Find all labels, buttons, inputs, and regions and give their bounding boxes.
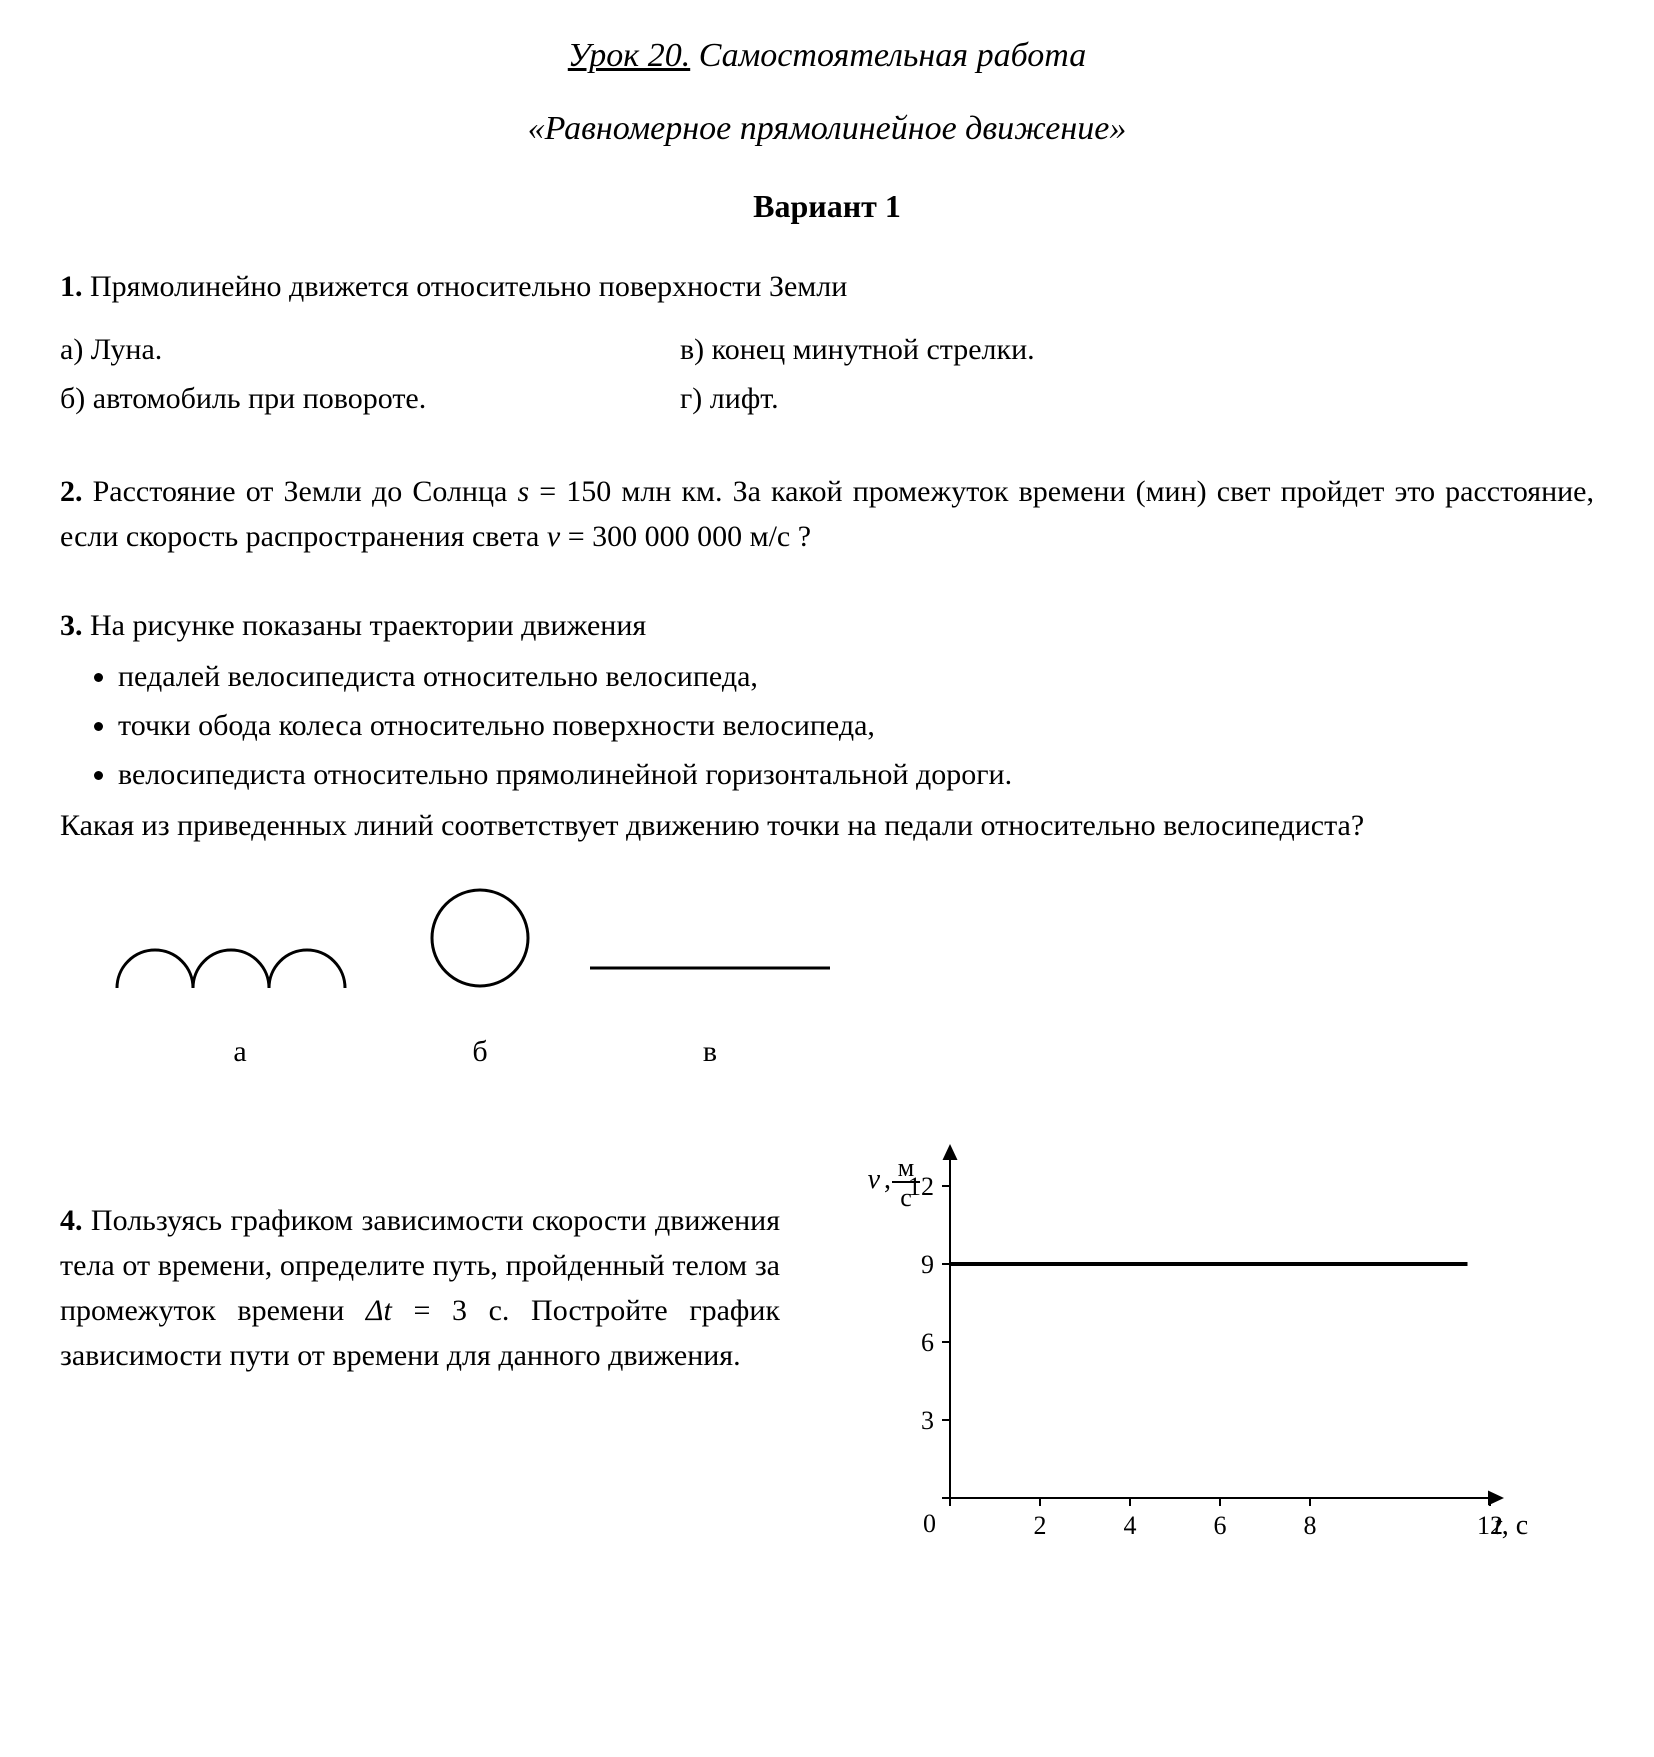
svg-text:4: 4	[1124, 1511, 1137, 1540]
choice-b: б) автомобиль при повороте.	[60, 376, 680, 421]
lesson-title-rest: Самостоятельная работа	[690, 37, 1086, 74]
figure-v-label: в	[580, 1029, 840, 1074]
bullet-item: точки обода колеса относительно поверхно…	[118, 703, 1594, 748]
choices-col-right: в) конец минутной стрелки. г) лифт.	[680, 323, 1035, 425]
question-1-choices: а) Луна. б) автомобиль при повороте. в) …	[60, 323, 1594, 425]
figure-a: а	[100, 918, 380, 1074]
figure-b-label: б	[420, 1029, 540, 1074]
bullet-item: велосипедиста относительно прямолинейной…	[118, 752, 1594, 797]
svg-text:9: 9	[921, 1250, 934, 1279]
question-number: 1.	[60, 270, 83, 303]
question-1-prompt: 1. Прямолинейно движется относительно по…	[60, 264, 1594, 309]
line-icon	[580, 938, 840, 998]
bullet-item: педалей велосипедиста относительно велос…	[118, 654, 1594, 699]
question-number: 3.	[60, 609, 83, 642]
q2-eq2-rest: = 300 000 000 м/с ?	[560, 520, 811, 553]
svg-text:6: 6	[1214, 1511, 1227, 1540]
q3-lead-text: На рисунке показаны траектории движения	[83, 609, 647, 642]
svg-text:2: 2	[1034, 1511, 1047, 1540]
question-1: 1. Прямолинейно движется относительно по…	[60, 264, 1594, 425]
q2-eq1-rest: = 150 млн км	[529, 475, 715, 508]
question-3: 3. На рисунке показаны траектории движен…	[60, 603, 1594, 1074]
q4-dt-rest: = 3 с	[392, 1294, 502, 1327]
q2-part1: Расстояние от Земли до Солнца	[83, 475, 518, 508]
lesson-number: Урок 20.	[568, 37, 690, 74]
svg-text:,: ,	[884, 1164, 891, 1195]
question-3-bullets: педалей велосипедиста относительно велос…	[60, 654, 1594, 797]
q4-dt-sym: Δt	[366, 1294, 392, 1327]
choice-v: в) конец минутной стрелки.	[680, 327, 1035, 372]
choice-g: г) лифт.	[680, 376, 1035, 421]
arcs-icon	[100, 918, 380, 998]
figure-v: в	[580, 938, 840, 1074]
question-3-tail: Какая из приведенных линий соответствует…	[60, 803, 1594, 848]
question-3-lead: 3. На рисунке показаны траектории движен…	[60, 603, 1594, 648]
svg-text:с: с	[900, 1183, 912, 1212]
question-4: 4. Пользуясь графиком зависимости скорос…	[60, 1118, 1594, 1571]
question-2: 2. Расстояние от Земли до Солнца s = 150…	[60, 469, 1594, 559]
svg-text:0: 0	[923, 1509, 936, 1538]
question-number: 4.	[60, 1204, 83, 1237]
circle-icon	[420, 878, 540, 998]
figure-b: б	[420, 878, 540, 1074]
svg-text:6: 6	[921, 1328, 934, 1357]
question-3-figures: а б в	[100, 878, 1594, 1074]
choices-col-left: а) Луна. б) автомобиль при повороте.	[60, 323, 680, 425]
q2-var-v: v	[547, 520, 560, 553]
variant-label: Вариант 1	[60, 182, 1594, 230]
worksheet-page: Урок 20. Самостоятельная работа «Равноме…	[0, 0, 1654, 1757]
svg-text:v: v	[868, 1164, 881, 1195]
question-4-chart: 369120246812v, мсt, с	[820, 1118, 1540, 1571]
question-number: 2.	[60, 475, 83, 508]
svg-text:8: 8	[1304, 1511, 1317, 1540]
q2-var-s: s	[517, 475, 529, 508]
lesson-subtitle: «Равномерное прямолинейное движение»	[60, 103, 1594, 154]
svg-text:t, с: t, с	[1494, 1510, 1528, 1541]
choice-a: а) Луна.	[60, 327, 680, 372]
svg-text:3: 3	[921, 1406, 934, 1435]
question-4-text: 4. Пользуясь графиком зависимости скорос…	[60, 1198, 780, 1378]
svg-text:м: м	[898, 1153, 914, 1182]
question-4-row: 4. Пользуясь графиком зависимости скорос…	[60, 1118, 1594, 1571]
velocity-time-chart: 369120246812v, мсt, с	[820, 1118, 1540, 1558]
question-1-text: Прямолинейно движется относительно повер…	[83, 270, 848, 303]
figure-a-label: а	[100, 1029, 380, 1074]
lesson-title: Урок 20. Самостоятельная работа	[60, 30, 1594, 81]
